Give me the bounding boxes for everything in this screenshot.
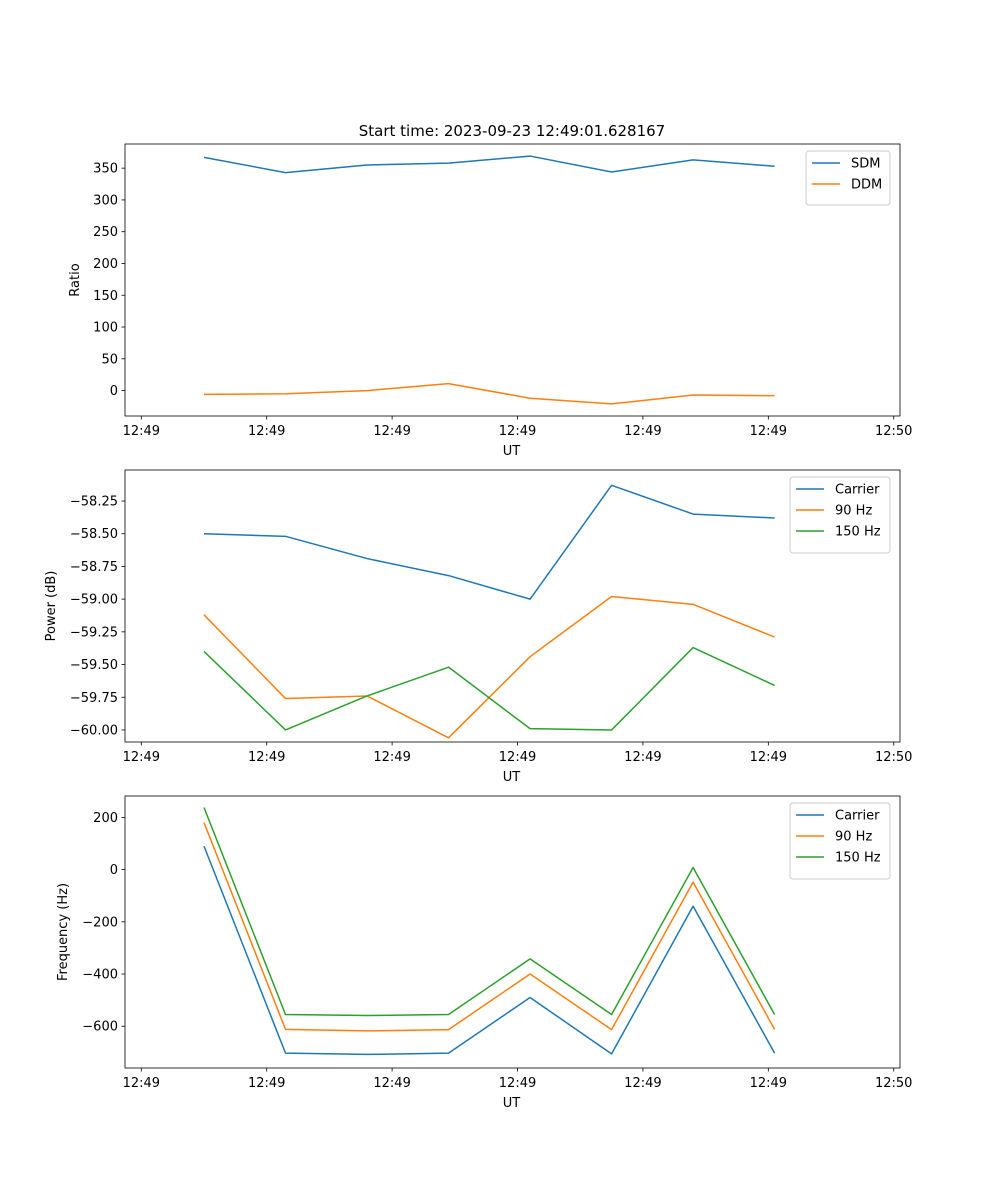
y-tick-label: 100 (93, 321, 118, 336)
legend: SDM DDM (805, 150, 891, 206)
y-tick-label: −58.75 (70, 560, 118, 575)
legend-box (789, 476, 891, 554)
legend-label: 90 Hz (835, 830, 872, 845)
y-tick-label: −60.00 (70, 723, 118, 738)
y-axis-label: Ratio (68, 263, 83, 296)
y-tick-label: −58.25 (70, 495, 118, 510)
y-tick-label: −600 (82, 1020, 118, 1035)
axes-frame (124, 143, 901, 417)
y-axis-label: Power (dB) (44, 571, 59, 642)
x-axis-label: UT (503, 1096, 521, 1111)
chart-panel-1: 12:49 12:49 12:49 12:49 12:49 12:49 12:50 0 50 10… (68, 143, 912, 459)
series-line-carrier (203, 484, 775, 600)
legend-label: 150 Hz (835, 525, 881, 540)
y-tick-label: 50 (101, 352, 118, 367)
legend-label: 90 Hz (835, 504, 872, 519)
series-line-90-hz (203, 822, 776, 1032)
y-tick-label: −59.50 (70, 658, 118, 673)
charts-container: 12:49 12:49 12:49 12:49 12:49 12:49 12:50 0 50 10… (44, 143, 912, 1111)
y-tick-label: −59.25 (70, 625, 118, 640)
x-tick-label: 12:49 (248, 750, 285, 765)
x-tick-label: 12:49 (624, 424, 661, 439)
chart-panel-2: 12:49 12:49 12:49 12:49 12:49 12:49 12:50 −60.0… (44, 469, 912, 785)
x-tick-label: 12:49 (248, 424, 285, 439)
y-tick-label: 150 (93, 289, 118, 304)
x-tick-label: 12:49 (750, 424, 787, 439)
x-axis-label: UT (503, 444, 521, 459)
x-tick-label: 12:49 (123, 750, 160, 765)
y-tick-label: −58.50 (70, 527, 118, 542)
legend-label: Carrier (835, 483, 880, 498)
legend-box (789, 802, 891, 880)
legend-label: 150 Hz (835, 851, 881, 866)
axes-frame (124, 469, 901, 743)
x-tick-label: 12:49 (624, 1076, 661, 1091)
legend: Carrier 90 Hz 150 Hz (789, 802, 891, 880)
series-line-ddm (203, 382, 775, 405)
x-tick-label: 12:49 (373, 750, 410, 765)
y-tick-label: 200 (93, 811, 118, 826)
x-tick-label: 12:50 (875, 424, 912, 439)
y-axis-label: Frequency (Hz) (56, 883, 71, 981)
y-tick-label: −400 (82, 968, 118, 983)
x-tick-label: 12:50 (875, 750, 912, 765)
series-line-150-hz (203, 807, 776, 1017)
x-tick-label: 12:49 (499, 750, 536, 765)
x-tick-label: 12:49 (624, 750, 661, 765)
legend-label: SDM (851, 157, 880, 172)
y-tick-label: 300 (93, 193, 118, 208)
chart-panel-3: 12:49 12:49 12:49 12:49 12:49 12:49 12:50 −600 −… (56, 795, 912, 1111)
x-tick-label: 12:49 (750, 750, 787, 765)
x-tick-label: 12:49 (123, 424, 160, 439)
x-tick-label: 12:49 (373, 1076, 410, 1091)
y-tick-label: 200 (93, 257, 118, 272)
x-axis-label: UT (503, 770, 521, 785)
x-tick-label: 12:49 (499, 424, 536, 439)
y-tick-label: 0 (110, 863, 118, 878)
legend-label: DDM (851, 178, 882, 193)
y-tick-label: −200 (82, 915, 118, 930)
x-tick-label: 12:49 (248, 1076, 285, 1091)
y-tick-label: −59.00 (70, 593, 118, 608)
x-tick-label: 12:49 (373, 424, 410, 439)
x-tick-label: 12:49 (750, 1076, 787, 1091)
x-tick-label: 12:50 (875, 1076, 912, 1091)
figure-title: Start time: 2023-09-23 12:49:01.628167 (359, 122, 665, 140)
legend: Carrier 90 Hz 150 Hz (789, 476, 891, 554)
y-tick-label: 350 (93, 162, 118, 177)
series-line-sdm (203, 155, 775, 174)
series-line-carrier (203, 845, 776, 1056)
x-tick-label: 12:49 (123, 1076, 160, 1091)
series-line-150-hz (203, 646, 775, 731)
y-tick-label: 250 (93, 225, 118, 240)
y-tick-label: 0 (110, 384, 118, 399)
x-tick-label: 12:49 (499, 1076, 536, 1091)
axes-frame (124, 795, 901, 1069)
y-tick-label: −59.75 (70, 691, 118, 706)
legend-label: Carrier (835, 809, 880, 824)
legend-box (805, 150, 891, 206)
